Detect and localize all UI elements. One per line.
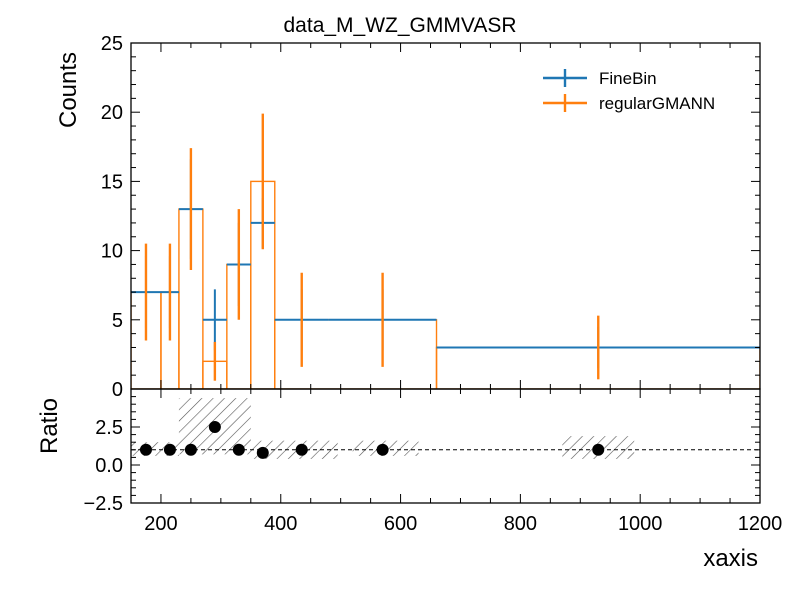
legend-label: regularGMANN xyxy=(599,94,715,113)
ratio-plot-area xyxy=(131,398,760,459)
ratio-point xyxy=(256,446,269,459)
ratio-point xyxy=(139,443,152,456)
chart-title: data_M_WZ_GMMVASR xyxy=(284,14,517,37)
x-axis-title: xaxis xyxy=(703,545,758,572)
y-tick-label-main: 20 xyxy=(101,102,123,124)
y-tick-label-main: 5 xyxy=(112,310,123,332)
ratio-panel: −2.5 0.0 2.5 200 400 600 800 1000 1200 xyxy=(84,388,783,535)
y-tick-label-ratio: 0.0 xyxy=(95,455,123,477)
x-tick-label: 1000 xyxy=(618,513,663,535)
legend-item: regularGMANN xyxy=(543,94,715,113)
x-tick-label: 1200 xyxy=(738,513,783,535)
y-tick-label-ratio: 2.5 xyxy=(95,417,123,439)
x-tick-label: 200 xyxy=(144,513,177,535)
main-plot-area xyxy=(131,113,760,389)
y-tick-label-ratio: −2.5 xyxy=(84,493,123,515)
legend-label: FineBin xyxy=(599,69,657,88)
hist-bin-regular xyxy=(274,319,438,389)
y-axis-title-main: Counts xyxy=(55,52,82,128)
y-tick-label-main: 10 xyxy=(101,241,123,263)
y-tick-label-main: 0 xyxy=(112,379,123,401)
ratio-point xyxy=(184,443,197,456)
ratio-point xyxy=(232,443,245,456)
legend: FineBin regularGMANN xyxy=(543,69,715,113)
ratio-point xyxy=(295,443,308,456)
ratio-point xyxy=(592,443,605,456)
main-panel: 0 5 10 15 20 25 xyxy=(101,33,761,401)
ratio-point xyxy=(208,421,221,433)
x-tick-label: 400 xyxy=(264,513,297,535)
x-tick-label: 800 xyxy=(504,513,537,535)
x-tick-label: 600 xyxy=(384,513,417,535)
y-tick-label-main: 15 xyxy=(101,171,123,193)
legend-item: FineBin xyxy=(543,69,657,88)
ratio-point xyxy=(163,443,176,456)
y-axis-title-ratio: Ratio xyxy=(36,398,63,454)
ratio-point xyxy=(376,443,389,456)
y-tick-label-main: 25 xyxy=(101,33,123,55)
ratio-frame xyxy=(130,388,761,504)
